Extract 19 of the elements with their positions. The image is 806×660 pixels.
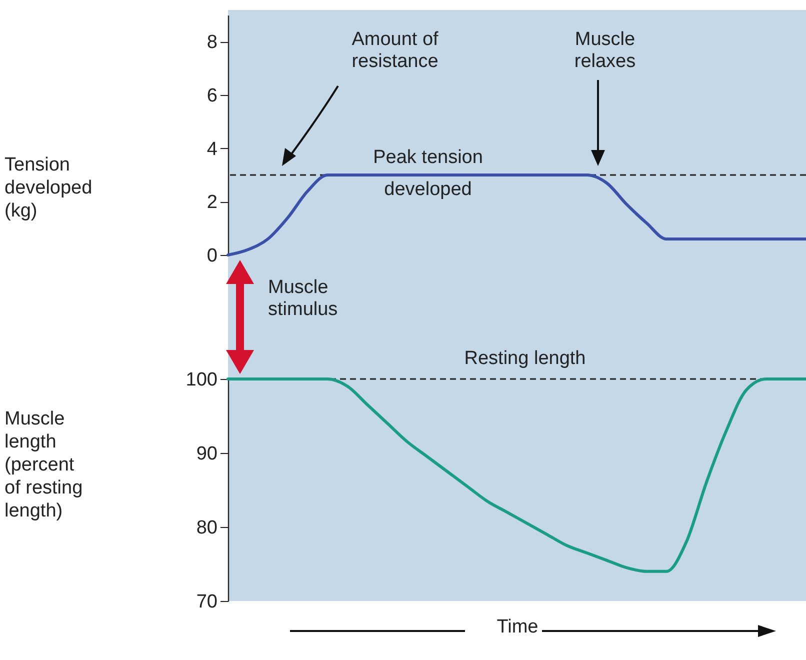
- ref-line-label: Amount of resistance: [352, 29, 440, 72]
- ref-line-label: Resting length: [464, 348, 586, 369]
- y-axis-title: Muscle length (percent of resting length): [4, 408, 83, 522]
- y-tick-label: 0: [206, 246, 218, 266]
- y-tick-label: 100: [186, 370, 218, 390]
- annotation: Peak tension developed: [373, 147, 483, 200]
- y-tick-label: 6: [206, 86, 218, 106]
- y-tick-label: 8: [206, 32, 218, 54]
- y-axis-title: Tension developed (kg): [4, 154, 92, 222]
- text: Muscle stimulus: [268, 277, 338, 320]
- x-axis-title: Time: [496, 616, 538, 638]
- line-series: [226, 378, 806, 573]
- y-tick-label: 4: [206, 138, 218, 160]
- annotation: Muscle relaxes: [574, 29, 636, 72]
- y-tick-label: 70: [196, 592, 218, 612]
- y-tick-label: 80: [196, 518, 218, 538]
- y-tick-label: 2: [206, 192, 218, 214]
- y-tick-label: 90: [196, 444, 218, 464]
- line-series: [226, 174, 806, 256]
